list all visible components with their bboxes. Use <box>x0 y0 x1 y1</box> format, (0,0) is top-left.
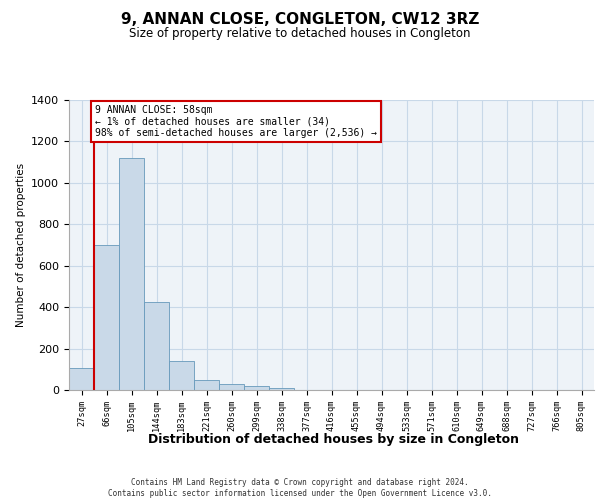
Bar <box>119 158 144 390</box>
Bar <box>244 386 269 390</box>
Y-axis label: Number of detached properties: Number of detached properties <box>16 163 26 327</box>
Text: 9, ANNAN CLOSE, CONGLETON, CW12 3RZ: 9, ANNAN CLOSE, CONGLETON, CW12 3RZ <box>121 12 479 28</box>
Bar <box>69 368 94 390</box>
Bar <box>219 384 244 390</box>
Text: Contains HM Land Registry data © Crown copyright and database right 2024.
Contai: Contains HM Land Registry data © Crown c… <box>108 478 492 498</box>
Bar <box>194 380 219 390</box>
Text: Size of property relative to detached houses in Congleton: Size of property relative to detached ho… <box>129 28 471 40</box>
Bar <box>269 388 294 390</box>
Text: 9 ANNAN CLOSE: 58sqm
← 1% of detached houses are smaller (34)
98% of semi-detach: 9 ANNAN CLOSE: 58sqm ← 1% of detached ho… <box>95 105 377 138</box>
Text: Distribution of detached houses by size in Congleton: Distribution of detached houses by size … <box>148 432 518 446</box>
Bar <box>144 302 169 390</box>
Bar <box>169 361 194 390</box>
Bar <box>94 245 119 390</box>
